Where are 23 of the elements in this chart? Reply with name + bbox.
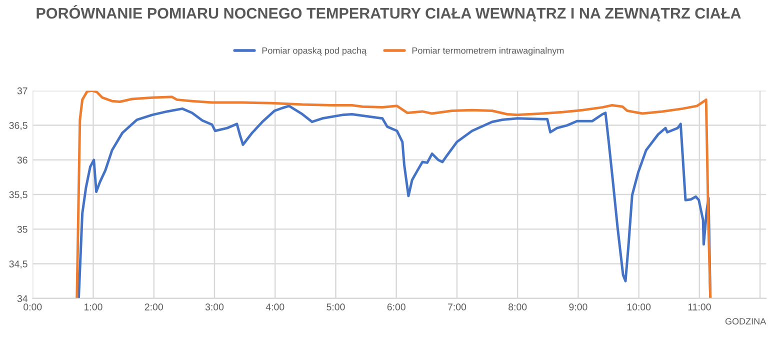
y-tick-label: 37 bbox=[17, 87, 28, 94]
x-tick-label: 6:00 bbox=[387, 304, 406, 310]
x-tick-label: 9:00 bbox=[569, 304, 588, 310]
x-tick-label: 11:00 bbox=[688, 304, 711, 310]
y-tick-label: 34,5 bbox=[9, 260, 28, 269]
y-tick-label: 34 bbox=[17, 295, 28, 302]
chart-title: PORÓWNANIE POMIARU NOCNEGO TEMPERATURY CIAŁA WEWNĄTRZ I NA ZEWNĄTRZ CIAŁA bbox=[36, 4, 741, 22]
y-tick-label: 36,5 bbox=[9, 122, 28, 130]
x-axis-title: GODZINA bbox=[725, 318, 766, 325]
legend-label: Pomiar termometrem intrawaginalnym bbox=[412, 47, 564, 56]
x-tick-label: 10:00 bbox=[627, 304, 651, 310]
legend-label: Pomiar opaską pod pachą bbox=[262, 47, 367, 56]
y-tick-label: 35 bbox=[17, 226, 28, 233]
x-tick-label: 3:00 bbox=[205, 304, 224, 310]
x-tick-label: 8:00 bbox=[508, 304, 527, 310]
x-tick-label: 2:00 bbox=[144, 304, 163, 310]
x-tick-label: 5:00 bbox=[326, 304, 345, 310]
x-tick-label: 4:00 bbox=[266, 304, 284, 310]
y-tick-label: 35,5 bbox=[9, 191, 28, 200]
x-tick-label: 0:00 bbox=[24, 304, 42, 310]
x-tick-label: 7:00 bbox=[448, 304, 466, 310]
x-tick-label: 1:00 bbox=[84, 304, 102, 310]
y-tick-label: 36 bbox=[17, 156, 28, 164]
